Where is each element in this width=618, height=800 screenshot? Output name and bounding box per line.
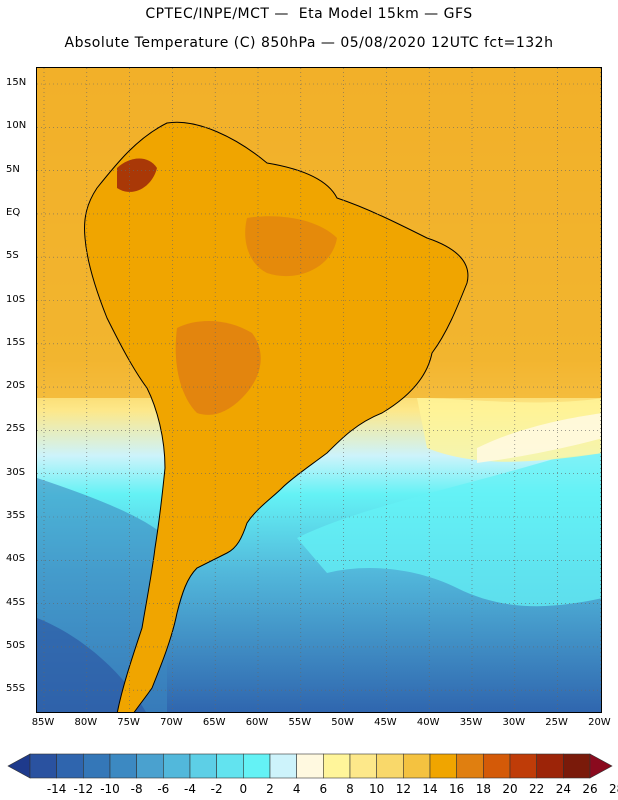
colorbar-box <box>136 753 164 779</box>
colorbar-max-arrow <box>589 753 613 779</box>
warm-amazon <box>245 216 337 277</box>
colorbar-box <box>483 753 511 779</box>
colorbar-tick-label: 22 <box>529 782 545 796</box>
south-america-landmass <box>84 121 469 712</box>
cold-south-pacific <box>37 618 146 712</box>
pale-band <box>477 413 601 463</box>
lon-label: 40W <box>416 717 440 728</box>
colorbar-box <box>29 753 57 779</box>
colorbar-box <box>216 753 244 779</box>
colorbar-box <box>296 753 324 779</box>
colorbar-tick-label: 6 <box>319 782 328 796</box>
lat-label: 45S <box>6 596 26 608</box>
colorbar-box <box>323 753 351 779</box>
lon-label: 35W <box>459 717 483 728</box>
lon-label: 45W <box>374 717 397 728</box>
lon-label: 30W <box>502 717 526 728</box>
colorbar-box <box>243 753 271 779</box>
lon-label: 75W <box>117 717 140 728</box>
hot-andes-north <box>117 158 157 192</box>
lat-label: 25S <box>6 423 26 435</box>
colorbar-tick-label: -2 <box>210 782 223 796</box>
lon-label: 70W <box>160 717 183 728</box>
colorbar-box <box>456 753 484 779</box>
lat-label: 40S <box>6 553 26 565</box>
lat-label: 50S <box>6 639 26 651</box>
lat-label: 55S <box>6 683 26 695</box>
colorbar-box <box>403 753 431 779</box>
temperature-map <box>36 67 602 713</box>
colorbar-box <box>429 753 457 779</box>
colorbar-box <box>163 753 191 779</box>
colorbar-tick-label: -10 <box>100 782 120 796</box>
colorbar-tick-label: 18 <box>475 782 491 796</box>
colorbar-tick-label: 2 <box>266 782 274 796</box>
colorbar-tick-label: 10 <box>369 782 385 796</box>
cold-atlantic-tongue <box>297 453 601 607</box>
colorbar-box <box>349 753 377 779</box>
map-title-line1: CPTEC/INPE/MCT — Eta Model 15km — GFS <box>145 6 473 22</box>
colorbar-box <box>376 753 404 779</box>
colorbar-tick-label: 8 <box>346 782 354 796</box>
colorbar-tick-label: 26 <box>582 782 598 796</box>
colorbar-tick-label: 20 <box>502 782 518 796</box>
map-title-line2: Absolute Temperature (C) 850hPa — 05/08/… <box>64 35 554 51</box>
colorbar-box <box>189 753 217 779</box>
colorbar-tick-label: 12 <box>395 782 411 796</box>
hot-interior <box>175 321 261 415</box>
colorbar-tick-label: -8 <box>130 782 143 796</box>
lon-label: 55W <box>288 717 312 728</box>
colorbar-tick-label: 16 <box>449 782 465 796</box>
colorbar-tick-label: -12 <box>73 782 94 796</box>
colorbar <box>7 753 613 779</box>
colorbar-box <box>536 753 564 779</box>
lon-label: 65W <box>202 717 226 728</box>
lat-label: 35S <box>6 510 26 521</box>
colorbar-box <box>109 753 137 779</box>
temperature-field <box>37 68 601 712</box>
lon-label: 80W <box>74 717 98 728</box>
colorbar-box <box>56 753 84 779</box>
colorbar-tick-label: -4 <box>184 782 196 796</box>
lat-label: 20S <box>6 380 26 392</box>
lon-label: 25W <box>545 717 568 728</box>
lat-label: 30S <box>6 466 26 478</box>
colorbar-box <box>563 753 591 779</box>
lat-label: 10N <box>6 120 27 132</box>
lat-label: EQ <box>6 206 21 218</box>
lon-label: 85W <box>31 717 55 728</box>
lat-label: 10S <box>6 293 26 305</box>
colorbar-min-arrow <box>7 753 31 779</box>
colorbar-box <box>83 753 111 779</box>
lat-label: 5S <box>6 250 19 262</box>
colorbar-tick-label: 14 <box>422 782 438 796</box>
lon-label: 60W <box>245 717 269 728</box>
lat-label: 15N <box>6 77 27 88</box>
colorbar-tick-label: 0 <box>239 782 248 796</box>
colorbar-box <box>509 753 537 779</box>
lat-label: 5N <box>6 163 20 175</box>
colorbar-tick-label: -6 <box>157 782 170 796</box>
colorbar-tick-label: 4 <box>292 782 301 796</box>
lon-label: 50W <box>331 717 354 728</box>
colorbar-box <box>269 753 297 779</box>
lon-label: 20W <box>588 717 611 728</box>
colorbar-tick-label: -14 <box>46 782 67 796</box>
colorbar-tick-label: 24 <box>555 782 571 796</box>
colorbar-tick-label: 28 <box>609 782 618 796</box>
lat-label: 15S <box>6 336 26 348</box>
